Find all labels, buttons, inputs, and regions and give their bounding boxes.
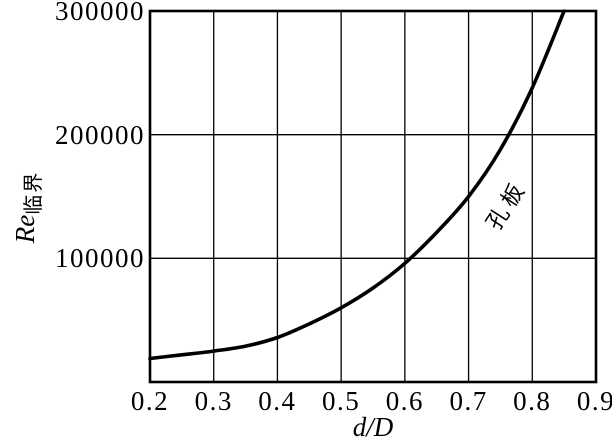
- x-tick-label: 0.7: [449, 386, 488, 416]
- x-tick-label: 0.6: [385, 386, 424, 416]
- x-tick-label: 0.3: [194, 386, 233, 416]
- y-axis-title-main: Re: [10, 214, 40, 244]
- y-axis-title: Re临界: [4, 115, 46, 299]
- x-tick-label: 0.4: [258, 386, 297, 416]
- y-axis-title-subscript: 临界: [23, 170, 45, 215]
- y-tick-label: 100000: [55, 243, 145, 274]
- x-tick-label: 0.5: [322, 386, 361, 416]
- y-tick-label: 300000: [55, 0, 145, 26]
- curve-orifice-plate: [148, 9, 566, 361]
- x-tick-label: 0.2: [130, 386, 170, 416]
- x-tick-label: 0.8: [513, 386, 552, 416]
- plot-border: [148, 9, 598, 384]
- x-tick-label: 0.9: [576, 386, 612, 416]
- y-tick-label: 200000: [55, 119, 145, 150]
- x-axis-title: d/D: [352, 412, 394, 442]
